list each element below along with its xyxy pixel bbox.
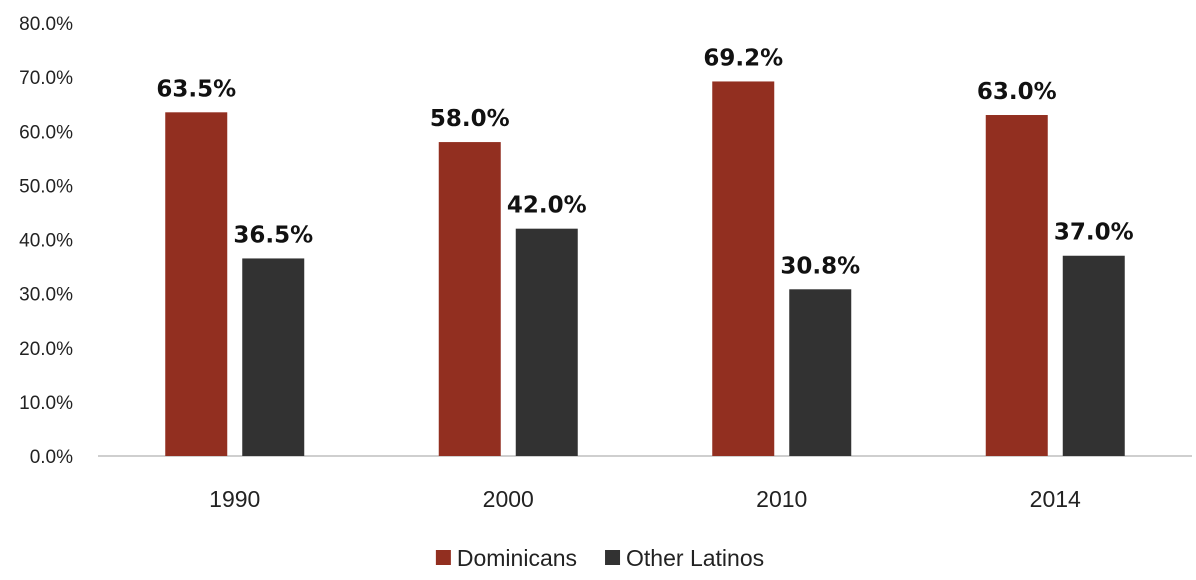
legend-swatch xyxy=(435,550,451,565)
data-label: 63.0% xyxy=(977,79,1057,105)
bar-dominicans xyxy=(712,81,775,456)
data-label: 42.0% xyxy=(507,193,587,219)
y-tick-label: 30.0% xyxy=(19,285,73,306)
data-labels: 63.5% 36.5% 58.0% 42.0% 69.2% 30.8% 63.0% 37.0% xyxy=(156,45,1133,279)
data-label: 69.2% xyxy=(703,45,783,71)
y-tick-label: 80.0% xyxy=(19,14,73,35)
x-category-label: 2014 xyxy=(1030,486,1081,512)
y-tick-label: 70.0% xyxy=(19,68,73,89)
data-label: 63.5% xyxy=(156,76,236,102)
bar-other-latinos xyxy=(789,289,852,456)
y-axis-labels: 0.0% 10.0% 20.0% 30.0% 40.0% 50.0% 60.0% 70.0% 8… xyxy=(19,14,73,468)
legend-swatch xyxy=(605,550,621,565)
bar-dominicans xyxy=(165,112,228,457)
data-label: 30.8% xyxy=(780,253,860,279)
data-label: 58.0% xyxy=(430,106,510,132)
y-tick-label: 40.0% xyxy=(19,231,73,252)
data-label: 37.0% xyxy=(1054,220,1134,246)
legend: Dominicans Other Latinos xyxy=(435,545,764,571)
x-category-label: 1990 xyxy=(209,486,260,512)
y-tick-label: 60.0% xyxy=(19,122,73,143)
y-tick-label: 20.0% xyxy=(19,339,73,360)
x-category-label: 2000 xyxy=(483,486,534,512)
data-label: 36.5% xyxy=(233,222,313,248)
x-category-label: 2010 xyxy=(756,486,807,512)
bar-dominicans xyxy=(985,115,1048,456)
bar-other-latinos xyxy=(242,258,305,456)
category-labels: 1990 2000 2010 2014 xyxy=(209,486,1081,512)
y-tick-label: 0.0% xyxy=(30,447,73,468)
bars xyxy=(165,81,1125,457)
y-tick-label: 50.0% xyxy=(19,176,73,197)
y-tick-label: 10.0% xyxy=(19,393,73,414)
bar-dominicans xyxy=(438,142,501,456)
legend-label: Other Latinos xyxy=(626,545,764,571)
bar-other-latinos xyxy=(1062,255,1125,456)
bar-other-latinos xyxy=(515,228,578,456)
legend-label: Dominicans xyxy=(457,545,577,571)
